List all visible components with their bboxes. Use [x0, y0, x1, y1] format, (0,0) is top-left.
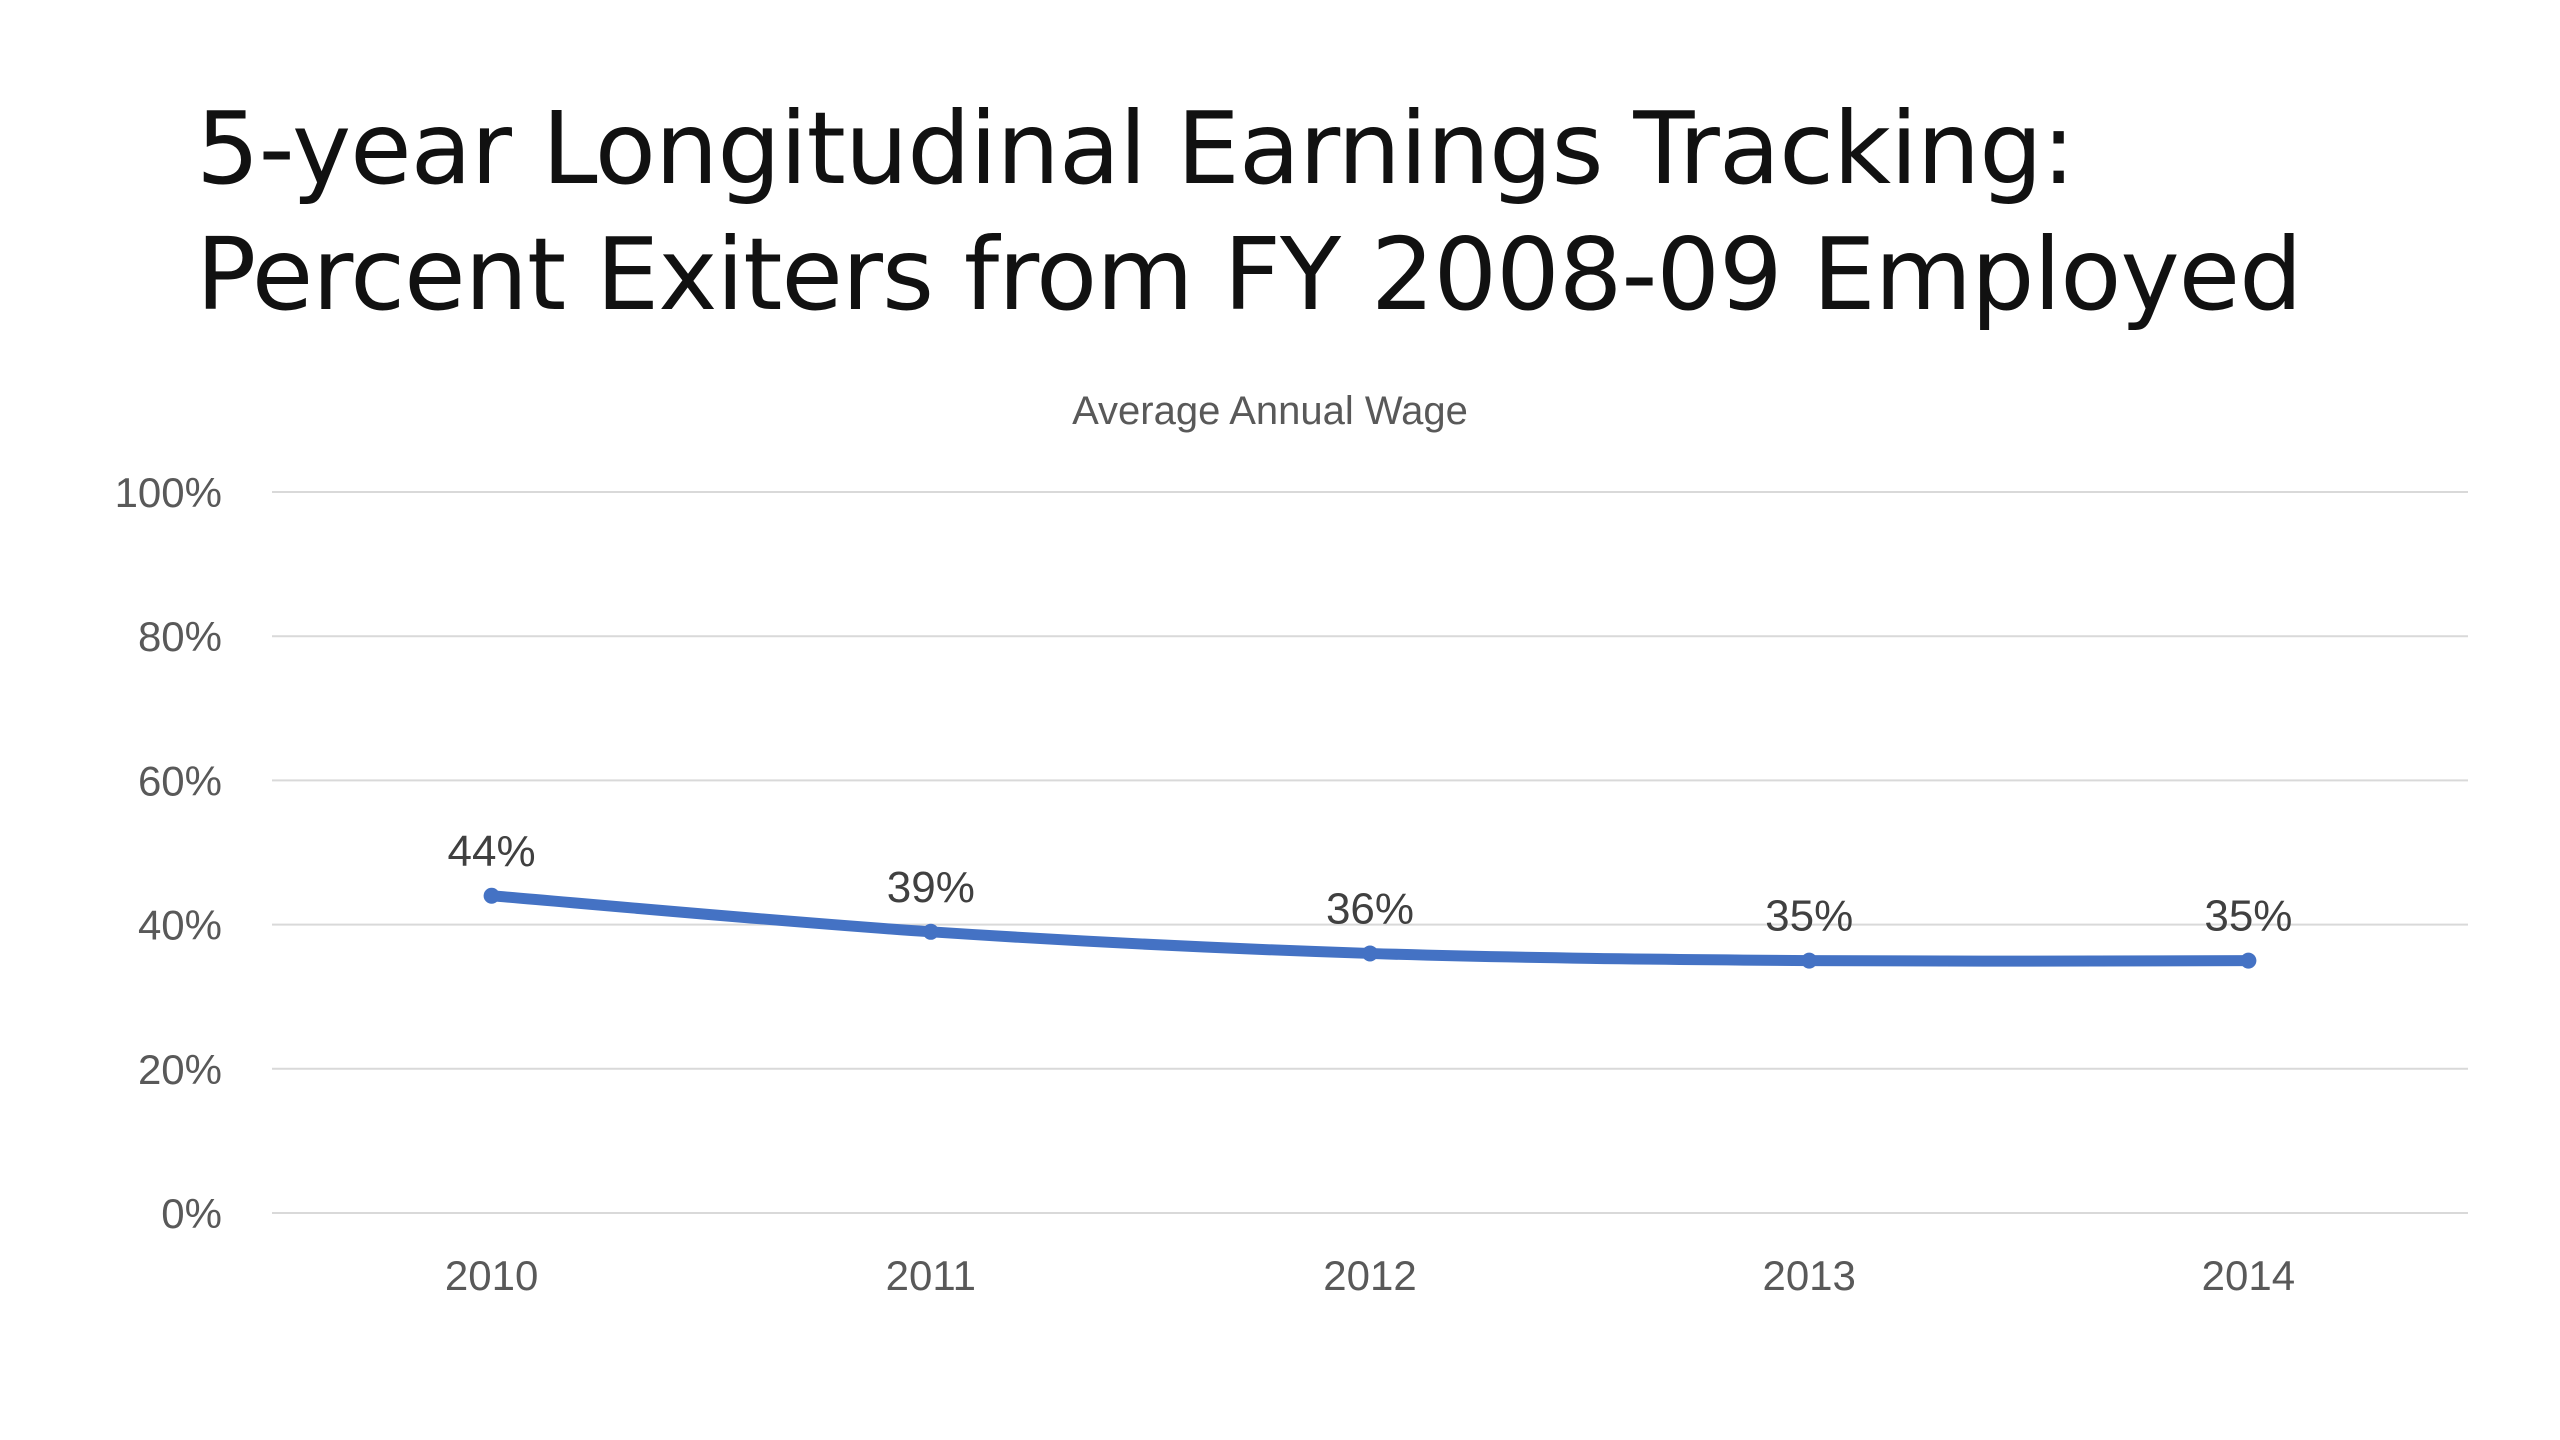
x-tick-label: 2012	[1323, 1252, 1416, 1299]
x-tick-label: 2013	[1762, 1252, 1855, 1299]
series-group	[483, 887, 2257, 969]
data-label: 35%	[1765, 892, 1853, 941]
y-tick-label: 60%	[138, 757, 222, 804]
gridlines	[272, 491, 2468, 1214]
data-label: 44%	[448, 827, 536, 876]
y-tick-label: 80%	[138, 613, 222, 660]
x-tick-label: 2010	[445, 1252, 538, 1299]
data-point	[1362, 945, 1378, 962]
slide-title-line-1: 5-year Longitudinal Earnings Tracking:	[196, 90, 2075, 207]
data-label: 36%	[1326, 884, 1414, 933]
data-point	[1801, 952, 1818, 969]
x-axis: 2010 2011 2012 2013 2014	[445, 1252, 2295, 1299]
y-tick-label: 20%	[138, 1046, 222, 1093]
data-labels: 44% 39% 36% 35% 35%	[448, 827, 2293, 941]
data-label: 35%	[2204, 892, 2292, 941]
y-tick-label: 40%	[138, 902, 222, 949]
y-tick-label: 100%	[115, 469, 222, 516]
data-point	[483, 887, 500, 904]
x-tick-label: 2011	[886, 1252, 976, 1299]
data-point	[922, 923, 939, 940]
x-tick-label: 2014	[2202, 1252, 2295, 1299]
y-axis: 0% 20% 40% 60% 80% 100%	[115, 469, 222, 1237]
slide-title-line-2: Percent Exiters from FY 2008-09 Employed	[196, 216, 2303, 333]
slide-title: 5-year Longitudinal Earnings Tracking: P…	[196, 86, 2496, 338]
data-label: 39%	[887, 863, 975, 912]
data-point	[2240, 952, 2257, 969]
y-tick-label: 0%	[161, 1190, 222, 1237]
chart-title: Average Annual Wage	[1072, 389, 1468, 433]
